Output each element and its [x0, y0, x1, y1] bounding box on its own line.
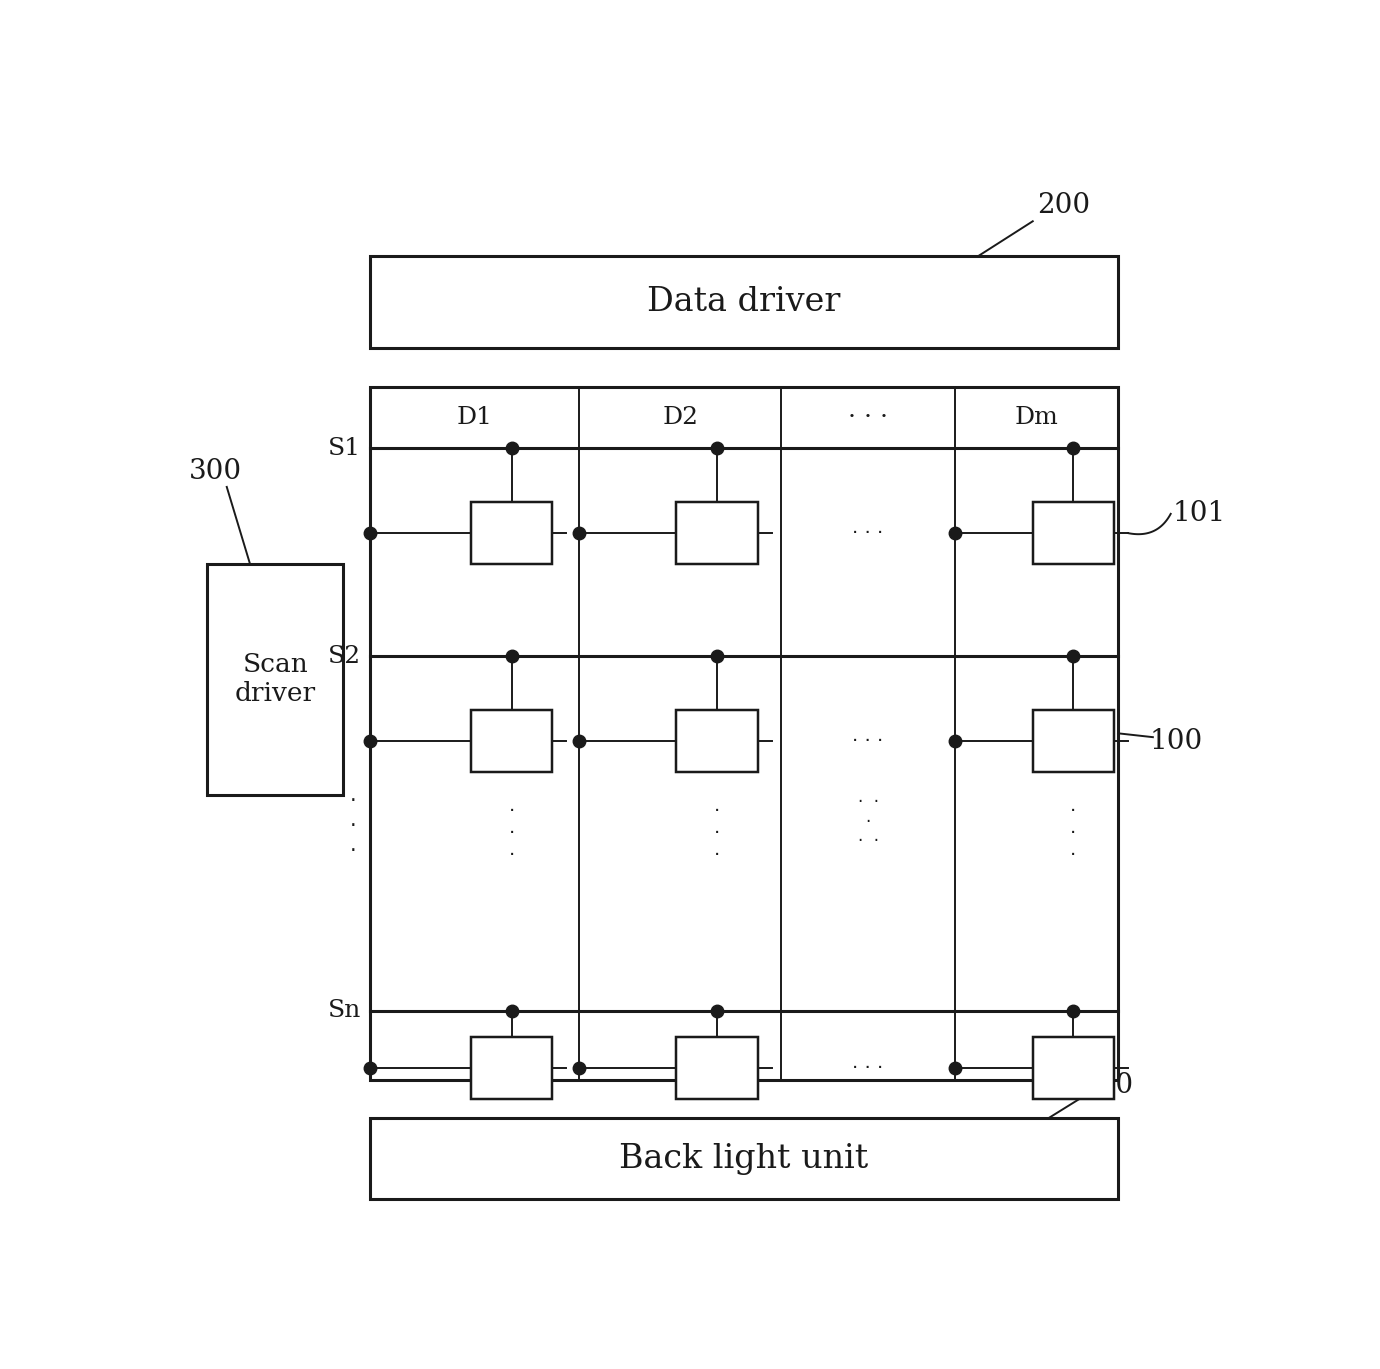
- Text: 101: 101: [1172, 500, 1225, 527]
- Text: ·
·
·: · · ·: [713, 802, 720, 865]
- Text: Back light unit: Back light unit: [620, 1143, 868, 1175]
- Text: · · ·: · · ·: [853, 523, 883, 542]
- Text: · · ·: · · ·: [853, 1058, 883, 1077]
- Bar: [370, 387, 1118, 1080]
- Bar: [676, 711, 758, 772]
- Text: S2: S2: [327, 645, 360, 668]
- Text: ·
·
·: · · ·: [349, 791, 356, 861]
- Text: ·  ·
·
·  ·: · · · · ·: [857, 794, 879, 850]
- Text: ·
·
·: · · ·: [508, 802, 515, 865]
- Text: D1: D1: [457, 407, 493, 428]
- Text: Data driver: Data driver: [647, 286, 840, 318]
- Bar: [471, 711, 552, 772]
- Text: D2: D2: [662, 407, 698, 428]
- Text: Scan
driver: Scan driver: [235, 653, 316, 706]
- Text: · · ·: · · ·: [853, 731, 883, 750]
- Text: · · ·: · · ·: [849, 407, 889, 428]
- Text: 300: 300: [189, 459, 241, 485]
- Bar: [471, 1038, 552, 1099]
- Bar: [370, 256, 1118, 348]
- Text: ·
·
·: · · ·: [1071, 802, 1076, 865]
- Text: Sn: Sn: [327, 999, 360, 1023]
- Text: 100: 100: [1150, 727, 1203, 754]
- Bar: [676, 1038, 758, 1099]
- Bar: [207, 564, 344, 795]
- Bar: [676, 502, 758, 564]
- Text: 400: 400: [1079, 1072, 1133, 1099]
- Bar: [471, 502, 552, 564]
- Text: S1: S1: [328, 437, 360, 460]
- Bar: [1032, 502, 1114, 564]
- Text: 200: 200: [1038, 193, 1090, 219]
- Text: Dm: Dm: [1014, 407, 1058, 428]
- Bar: [1032, 1038, 1114, 1099]
- Bar: [1032, 711, 1114, 772]
- Bar: [370, 1118, 1118, 1199]
